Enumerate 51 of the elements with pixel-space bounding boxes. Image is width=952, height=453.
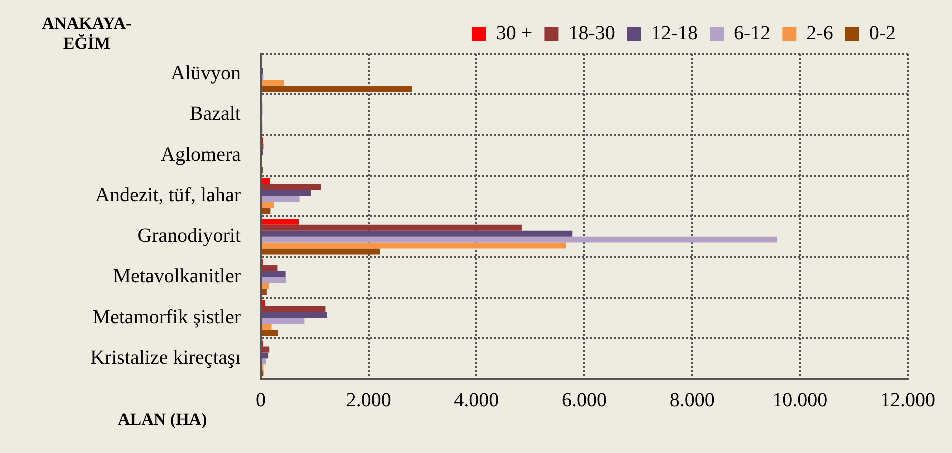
x-tick-label: 8.000 (670, 389, 715, 412)
bar (262, 266, 278, 272)
bar (262, 300, 266, 306)
bar (262, 283, 270, 290)
x-tick-label: 4.000 (454, 389, 500, 412)
legend-label: 6-12 (734, 22, 771, 44)
bar (262, 318, 305, 324)
y-tick-label: Aglomera (161, 144, 242, 166)
bar (262, 352, 269, 359)
legend-label: 18-30 (568, 22, 616, 44)
y-tick-label: Kristalize kireçtaşı (90, 346, 242, 369)
bar (262, 306, 326, 312)
bar (262, 178, 270, 184)
bar (262, 312, 328, 318)
bar (262, 230, 573, 237)
y-tick-label: Andezit, tüf, lahar (96, 184, 242, 206)
y-tick-label: Metamorfik şistler (92, 306, 242, 328)
bar (262, 324, 272, 330)
bar (262, 80, 284, 86)
bar (262, 242, 566, 249)
bar (262, 346, 270, 353)
bar (262, 202, 274, 208)
bar (262, 271, 286, 278)
x-tick-label: 6.000 (562, 389, 607, 412)
y-tick-label: Bazalt (190, 103, 242, 126)
bar (262, 218, 300, 225)
bar (262, 358, 266, 365)
bar (262, 196, 300, 202)
bar (262, 208, 271, 214)
y-tick-label: Granodiyorit (138, 225, 242, 248)
legend-label: 0-2 (869, 22, 896, 44)
bar (262, 289, 267, 296)
x-tick-label: 12.000 (880, 389, 936, 412)
bar (262, 248, 380, 255)
bar (262, 190, 312, 196)
x-tick-label: 2.000 (346, 389, 392, 412)
legend-label: 2-6 (806, 22, 834, 44)
x-tick-label: 10.000 (772, 389, 828, 412)
y-tick-label: Metavolkanitler (113, 266, 242, 288)
bar (262, 86, 413, 92)
bar (262, 236, 778, 243)
bar (262, 184, 322, 190)
bar (262, 330, 278, 336)
x-tick-label: 0 (256, 389, 266, 412)
legend-label: 30 + (496, 22, 533, 44)
x-axis-title: ALAN (HA) (118, 410, 208, 430)
y-axis-title: ANAKAYA-EĞİM (41, 14, 133, 54)
legend-label: 12-18 (651, 22, 698, 44)
y-tick-label: Alüvyon (171, 62, 241, 85)
bar (262, 224, 522, 231)
bar (262, 277, 286, 284)
